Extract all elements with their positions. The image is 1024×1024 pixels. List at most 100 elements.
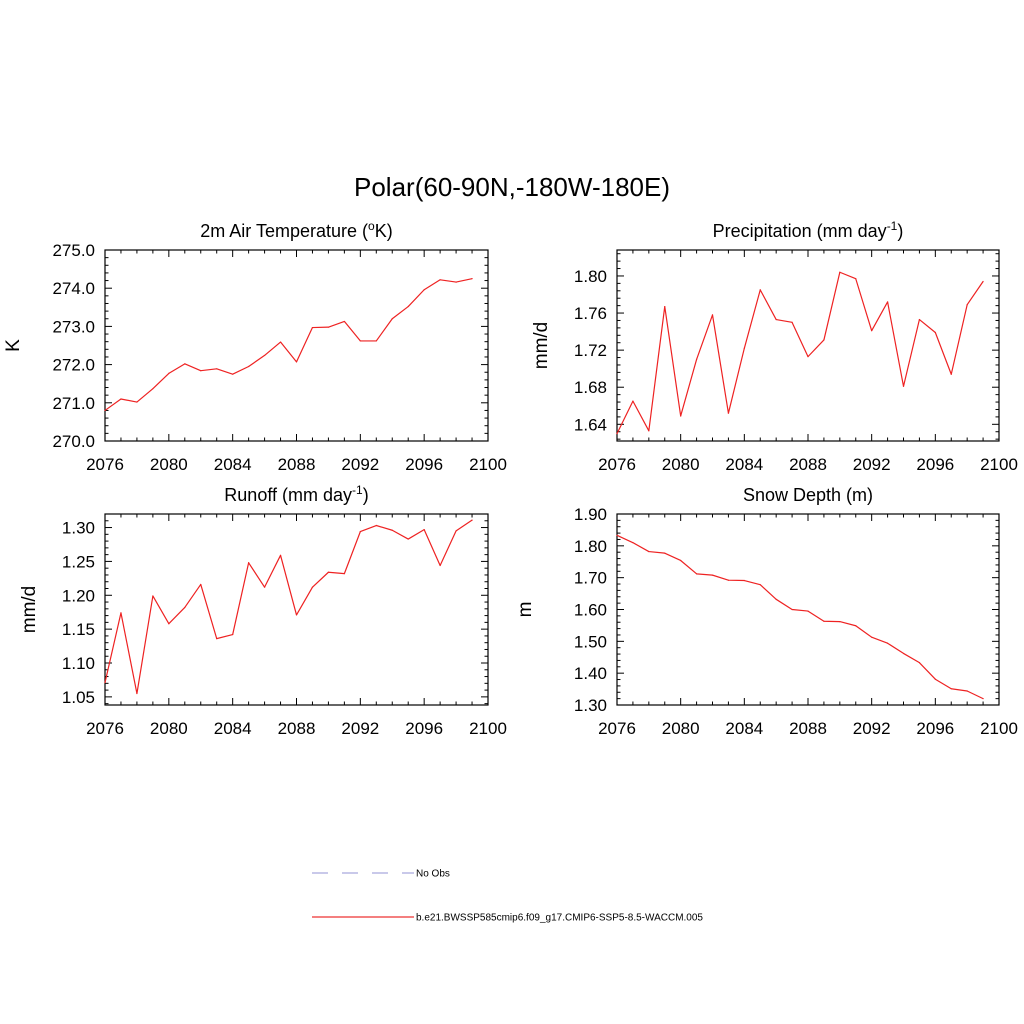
data-point [311, 586, 314, 588]
panel-title-superscript: -1 [887, 219, 898, 233]
data-point [982, 280, 984, 283]
panel-title-superscript: o [368, 219, 375, 233]
data-point [823, 339, 825, 341]
x-tick-label: 2096 [916, 455, 954, 474]
data-point [791, 608, 793, 611]
panel-title-tail: K) [375, 221, 393, 241]
data-point [120, 398, 122, 400]
series-line [616, 534, 984, 700]
panel-title-main: Precipitation (mm day [713, 221, 887, 241]
data-point [648, 550, 650, 553]
data-point [950, 688, 952, 690]
y-axis-label: mm/d [531, 322, 552, 370]
panel-title-main: Runoff (mm day [224, 485, 352, 505]
panel-title: Runoff (mm day-1) [224, 483, 368, 505]
data-point [200, 370, 202, 372]
x-tick-label: 2092 [853, 455, 891, 474]
data-point [216, 368, 218, 370]
y-axis-label: m [515, 602, 536, 618]
x-tick-label: 2088 [278, 455, 316, 474]
data-point [407, 538, 409, 540]
data-point [855, 278, 857, 280]
data-point [807, 610, 809, 612]
data-point [263, 586, 266, 588]
x-tick-label: 2096 [916, 719, 954, 738]
data-point [632, 400, 634, 402]
data-point [168, 623, 170, 625]
data-point [120, 612, 122, 614]
y-tick-label: 1.60 [574, 601, 607, 620]
x-tick-label: 2092 [341, 455, 379, 474]
legend-label: No Obs [416, 869, 450, 880]
data-point [423, 289, 425, 291]
x-tick-label: 2092 [853, 719, 891, 738]
data-point [439, 279, 441, 281]
data-point [248, 562, 250, 564]
panel-title: 2m Air Temperature (oK) [200, 219, 392, 241]
data-point [775, 598, 777, 600]
y-tick-label: 1.76 [574, 304, 607, 323]
x-tick-label: 2084 [725, 455, 763, 474]
data-point [136, 401, 138, 403]
data-point [648, 430, 650, 432]
y-tick-label: 1.30 [574, 696, 607, 715]
data-point [359, 340, 361, 342]
data-point [216, 638, 218, 640]
panel-4: 2076 2080 2084 2088 2092 2096 2100 1.30 1.40 1.50… [515, 485, 1018, 738]
data-point [791, 321, 793, 323]
data-point [982, 698, 984, 700]
data-point [632, 542, 634, 544]
x-tick-label: 2080 [150, 455, 188, 474]
panels: 2076 2080 2084 2088 2092 2096 2100 270.0 271.0 27… [3, 219, 1018, 738]
data-point [184, 363, 186, 365]
data-point [232, 373, 234, 375]
data-point [311, 326, 314, 329]
data-point [455, 281, 457, 283]
data-point [375, 524, 377, 527]
data-point [823, 620, 825, 622]
data-point [439, 564, 441, 567]
data-point [918, 662, 921, 664]
panel-title-tail: ) [897, 221, 903, 241]
x-tick-label: 2076 [86, 719, 124, 738]
data-point [343, 320, 345, 323]
data-point [680, 415, 682, 417]
x-tick-label: 2096 [405, 455, 443, 474]
series-line [104, 278, 473, 411]
data-point [711, 314, 714, 316]
data-point [104, 409, 106, 412]
data-point [471, 278, 473, 280]
y-tick-label: 271.0 [52, 394, 95, 413]
data-point [664, 552, 666, 554]
y-tick-label: 1.15 [62, 620, 95, 639]
data-point [871, 330, 873, 332]
y-tick-label: 1.20 [62, 586, 95, 605]
x-tick-label: 2080 [662, 455, 700, 474]
data-point [295, 361, 298, 363]
data-point [966, 690, 968, 692]
data-point [136, 692, 138, 695]
x-tick-label: 2092 [341, 719, 379, 738]
y-tick-label: 1.25 [62, 552, 95, 571]
y-tick-label: 1.70 [574, 569, 607, 588]
y-tick-label: 1.68 [574, 378, 607, 397]
data-point [743, 347, 745, 349]
data-point [168, 372, 170, 374]
x-tick-label: 2088 [789, 455, 827, 474]
data-point [871, 636, 873, 638]
series-line [104, 519, 473, 695]
panel-title-main: Snow Depth (m) [743, 485, 873, 505]
panel-title-superscript: -1 [352, 483, 363, 497]
data-point [375, 340, 377, 342]
y-tick-label: 273.0 [52, 317, 95, 336]
data-point [839, 271, 841, 273]
x-tick-label: 2080 [662, 719, 700, 738]
panel-3: 2076 2080 2084 2088 2092 2096 2100 1.05 1.10 1.15… [19, 483, 507, 738]
data-point [902, 385, 905, 387]
x-tick-label: 2088 [278, 719, 316, 738]
data-point [232, 633, 234, 636]
data-point [664, 305, 666, 308]
data-point [902, 652, 905, 655]
y-tick-label: 1.50 [574, 632, 607, 651]
